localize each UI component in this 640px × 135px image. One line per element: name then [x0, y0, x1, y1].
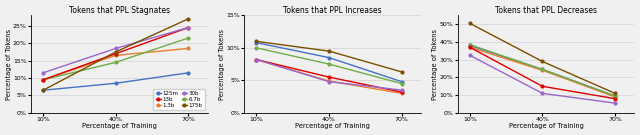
- 1.3b: [398, 93, 406, 94]
- 175b: [466, 23, 474, 24]
- Y-axis label: Percentage of Tokens: Percentage of Tokens: [432, 29, 438, 100]
- 13b: [39, 79, 47, 81]
- Line: 6.7b: 6.7b: [255, 46, 403, 85]
- 13b: [253, 59, 260, 60]
- 30b: [253, 59, 260, 60]
- 30b: [466, 54, 474, 56]
- 6.7b: [253, 47, 260, 49]
- Line: 6.7b: 6.7b: [468, 43, 616, 97]
- 1.3b: [539, 70, 547, 71]
- 175b: [539, 61, 547, 62]
- 125m: [112, 82, 120, 84]
- Line: 175b: 175b: [42, 17, 190, 92]
- 13b: [539, 85, 547, 87]
- Y-axis label: Percentage of Tokens: Percentage of Tokens: [6, 29, 12, 100]
- 1.3b: [325, 80, 333, 82]
- Line: 175b: 175b: [255, 40, 403, 73]
- 30b: [184, 27, 192, 28]
- Title: Tokens that PPL Stagnates: Tokens that PPL Stagnates: [69, 6, 170, 15]
- Title: Tokens that PPL Increases: Tokens that PPL Increases: [284, 6, 382, 15]
- Line: 1.3b: 1.3b: [42, 47, 190, 81]
- 175b: [611, 93, 619, 94]
- 13b: [184, 27, 192, 28]
- Line: 125m: 125m: [468, 44, 616, 97]
- 6.7b: [539, 69, 547, 70]
- 175b: [253, 40, 260, 42]
- 125m: [184, 72, 192, 74]
- 1.3b: [112, 55, 120, 56]
- Line: 13b: 13b: [42, 26, 190, 81]
- 1.3b: [611, 96, 619, 98]
- Line: 6.7b: 6.7b: [42, 37, 190, 81]
- 1.3b: [39, 79, 47, 81]
- Title: Tokens that PPL Decreases: Tokens that PPL Decreases: [495, 6, 597, 15]
- 6.7b: [325, 63, 333, 65]
- 125m: [325, 57, 333, 58]
- 175b: [39, 89, 47, 91]
- 1.3b: [184, 48, 192, 49]
- 30b: [325, 81, 333, 82]
- 13b: [611, 98, 619, 99]
- 6.7b: [466, 44, 474, 45]
- 6.7b: [611, 95, 619, 97]
- 30b: [611, 102, 619, 104]
- 125m: [398, 81, 406, 82]
- 30b: [39, 72, 47, 74]
- 6.7b: [39, 79, 47, 81]
- Legend: 125m, 13b, 1.3b, 30b, 6.7b, 175b: 125m, 13b, 1.3b, 30b, 6.7b, 175b: [154, 89, 205, 110]
- 125m: [611, 95, 619, 97]
- 13b: [112, 53, 120, 54]
- 175b: [398, 71, 406, 73]
- 125m: [39, 89, 47, 91]
- Line: 30b: 30b: [255, 58, 403, 92]
- 13b: [398, 91, 406, 93]
- Line: 175b: 175b: [468, 22, 616, 95]
- 1.3b: [466, 46, 474, 48]
- X-axis label: Percentage of Training: Percentage of Training: [509, 123, 584, 129]
- Line: 1.3b: 1.3b: [468, 46, 616, 98]
- 6.7b: [398, 83, 406, 84]
- Line: 30b: 30b: [42, 26, 190, 74]
- 125m: [253, 42, 260, 43]
- 30b: [539, 93, 547, 94]
- Line: 1.3b: 1.3b: [255, 58, 403, 95]
- Y-axis label: Percentage of Tokens: Percentage of Tokens: [219, 29, 225, 100]
- 175b: [184, 18, 192, 20]
- 30b: [112, 48, 120, 49]
- 6.7b: [184, 37, 192, 39]
- X-axis label: Percentage of Training: Percentage of Training: [82, 123, 157, 129]
- 175b: [112, 51, 120, 53]
- X-axis label: Percentage of Training: Percentage of Training: [295, 123, 370, 129]
- 6.7b: [112, 62, 120, 63]
- 125m: [466, 45, 474, 46]
- 125m: [539, 69, 547, 70]
- 1.3b: [253, 59, 260, 60]
- Line: 125m: 125m: [42, 71, 190, 92]
- 13b: [466, 46, 474, 48]
- Line: 13b: 13b: [255, 58, 403, 93]
- 175b: [325, 50, 333, 52]
- Line: 13b: 13b: [468, 46, 616, 100]
- 30b: [398, 89, 406, 91]
- Line: 30b: 30b: [468, 54, 616, 104]
- 13b: [325, 76, 333, 78]
- Line: 125m: 125m: [255, 41, 403, 83]
